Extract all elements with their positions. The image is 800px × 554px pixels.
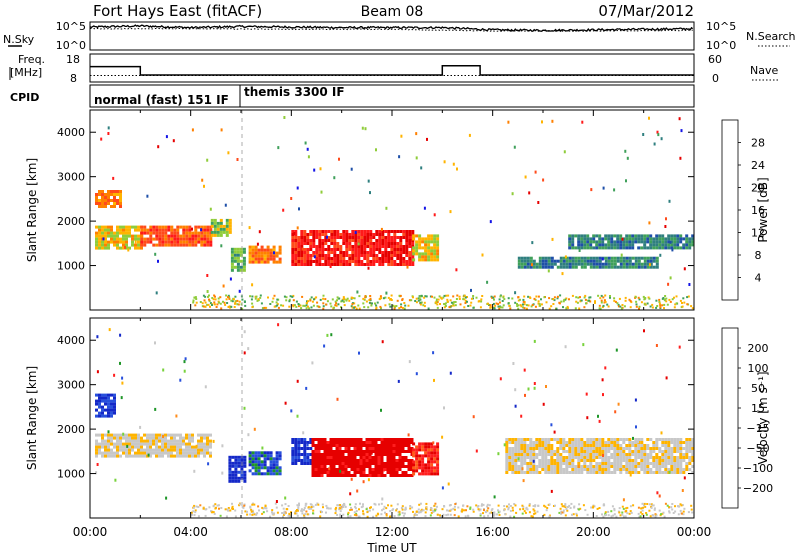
power-region-4 (230, 247, 246, 272)
power-cbar-tick-5: 24 (751, 159, 765, 172)
power-ytick-label-3: 4000 (57, 126, 85, 139)
velocity-region-1 (95, 433, 212, 458)
power-ylabel: Slant Range [km] (25, 158, 39, 262)
cpid-panel: CPID normal (fast) 151 IF themis 3300 IF (10, 84, 695, 108)
velocity-region-7 (505, 438, 694, 474)
xtick-label-1: 04:00 (173, 525, 208, 539)
noise-right-label: N.Search (746, 30, 796, 43)
power-ytick-label-0: 1000 (57, 260, 85, 273)
velocity-region-2 (228, 455, 247, 483)
xtick-label-0: 00:00 (73, 525, 108, 539)
velocity-ylabel: Slant Range [km] (25, 366, 39, 470)
freq-right-tick-bottom: 0 (712, 72, 719, 85)
xtick-label-3: 12:00 (375, 525, 410, 539)
power-region-6 (291, 230, 415, 266)
power-cbar-label: Power [dB] (756, 177, 770, 242)
freq-left-tick-top: 18 (66, 53, 80, 66)
velocity-cbar-tick-5: 50 (751, 382, 765, 395)
power-region-1 (95, 225, 143, 250)
velocity-cbar-tick-6: 100 (748, 362, 769, 375)
freq-left-label-line1: Freq. (18, 53, 45, 66)
velocity-ytick-label-0: 1000 (57, 468, 85, 481)
xtick-label-2: 08:00 (274, 525, 309, 539)
noise-right-tick-bottom: 10^0 (706, 39, 736, 52)
velocity-cbar-tick-4: 15 (751, 402, 765, 415)
velocity-panel: 1000 2000 3000 4000 (57, 317, 695, 519)
power-region-3 (210, 218, 232, 237)
noise-right-tick-top: 10^5 (706, 20, 736, 33)
cpid-segment-normal: normal (fast) 151 IF (94, 93, 229, 107)
noise-series-n-sky (89, 24, 694, 33)
freq-panel: Freq. [MHz] 18 8 60 0 Nave (9, 53, 778, 85)
freq-series-freq- (90, 65, 694, 76)
station-title: Fort Hays East (fitACF) (93, 2, 262, 20)
power-region-7 (412, 234, 440, 262)
velocity-cbar-tick-7: 200 (748, 342, 769, 355)
power-region-2 (140, 225, 213, 247)
power-region-9 (568, 234, 694, 250)
noise-left-tick-top: 10^5 (56, 20, 86, 33)
velocity-cbar-label: Velocity [m s⁻¹] (756, 371, 770, 464)
velocity-near-range-speckle (191, 502, 694, 518)
power-near-range-speckle (192, 294, 694, 310)
cpid-segment-themis: themis 3300 IF (244, 85, 345, 99)
velocity-cbar-tick-3: −15 (746, 422, 769, 435)
velocity-ytick-label-1: 2000 (57, 423, 85, 436)
power-cbar-tick-2: 12 (751, 227, 765, 240)
velocity-cbar-tick-2: −50 (746, 442, 769, 455)
power-cbar-tick-0: 4 (755, 272, 762, 285)
freq-right-tick-top: 60 (708, 53, 722, 66)
velocity-sparse-scatter (95, 323, 686, 503)
power-colorbar: 4 8 12 16 20 24 28 (721, 119, 765, 301)
power-cbar-tick-1: 8 (755, 249, 762, 262)
velocity-region-3 (248, 451, 282, 476)
velocity-ytick-label-2: 3000 (57, 379, 85, 392)
noise-panel: N.Sky 10^5 10^0 10^5 10^0 N.Search (3, 20, 796, 52)
xtick-label-5: 20:00 (576, 525, 611, 539)
power-region-0 (95, 190, 122, 208)
freq-left-label-line2: [MHz] (10, 66, 42, 79)
velocity-ytick-label-3: 4000 (57, 334, 85, 347)
power-cbar-tick-3: 16 (751, 204, 765, 217)
power-sparse-scatter (100, 116, 691, 295)
velocity-region-4 (291, 438, 313, 465)
velocity-region-6 (412, 442, 440, 476)
power-ytick-label-2: 3000 (57, 171, 85, 184)
power-cbar-tick-6: 28 (751, 137, 765, 150)
power-panel: 1000 2000 3000 4000 (57, 109, 695, 311)
velocity-region-0 (95, 393, 116, 418)
freq-right-label: Nave (750, 64, 778, 77)
cpid-label: CPID (10, 91, 39, 104)
power-region-8 (517, 256, 659, 269)
beam-label: Beam 08 (361, 4, 424, 20)
power-region-5 (248, 245, 282, 264)
noise-left-tick-bottom: 10^0 (56, 39, 86, 52)
velocity-cbar-tick-1: −100 (743, 462, 773, 475)
date-label: 07/Mar/2012 (598, 2, 694, 20)
velocity-cbar-tick-0: −200 (743, 482, 773, 495)
velocity-region-5 (311, 438, 414, 477)
velocity-colorbar: −200 −100 −50 −15 15 50 100 200 (721, 327, 773, 509)
xtick-label-6: 00:00 (677, 525, 712, 539)
noise-series-n-search (90, 27, 693, 32)
power-ytick-label-1: 2000 (57, 215, 85, 228)
xtick-label-4: 16:00 (475, 525, 510, 539)
power-cbar-tick-4: 20 (751, 182, 765, 195)
freq-left-tick-bottom: 8 (70, 72, 77, 85)
noise-left-label: N.Sky (3, 33, 35, 46)
xaxis-label: Time UT (366, 541, 417, 554)
